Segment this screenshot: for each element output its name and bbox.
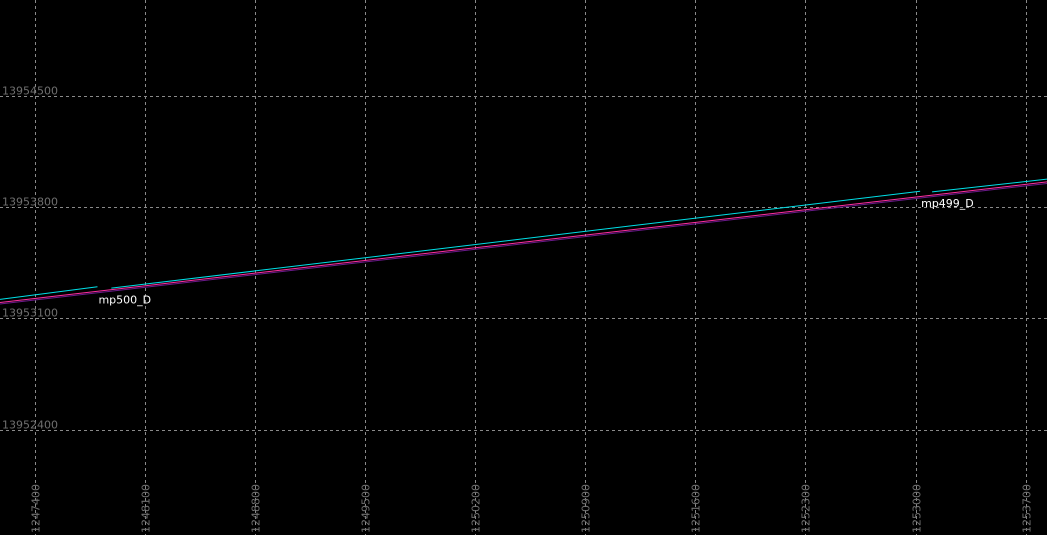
lane-edge-segment[interactable] — [0, 181, 1047, 303]
x-axis-tick-label: 1247400 — [30, 484, 43, 533]
y-axis-tick-label: 13954500 — [2, 85, 58, 98]
x-axis-tick-label: 1248100 — [140, 484, 153, 533]
line-layer — [0, 178, 1047, 305]
x-axis-tick-label: 1251600 — [690, 484, 703, 533]
y-axis-tick-label: 13953800 — [2, 196, 58, 209]
milepost-label[interactable]: mp500_D — [98, 293, 151, 306]
x-axis-tick-label: 1253700 — [1021, 484, 1034, 533]
label-layer: 1247400 1248100 1248800 1249500 1250200 12509… — [2, 85, 1034, 534]
y-axis-tick-label: 13953100 — [2, 307, 58, 320]
x-axis-tick-label: 1253000 — [911, 484, 924, 533]
x-axis-tick-label: 1250900 — [580, 484, 593, 533]
milepost-label[interactable]: mp499_D — [921, 197, 974, 210]
centerline-segment[interactable] — [111, 190, 921, 289]
x-axis-tick-label: 1248800 — [250, 484, 263, 533]
centerline-segment[interactable] — [932, 178, 1047, 193]
x-axis-tick-label: 1250200 — [470, 484, 483, 533]
lane-edge-dark-segment[interactable] — [0, 182, 1047, 305]
y-axis-tick-label: 13952400 — [2, 419, 58, 432]
x-axis-tick-label: 1252300 — [800, 484, 813, 533]
centerline-segment[interactable] — [0, 286, 98, 300]
x-axis-tick-label: 1249500 — [360, 484, 373, 533]
